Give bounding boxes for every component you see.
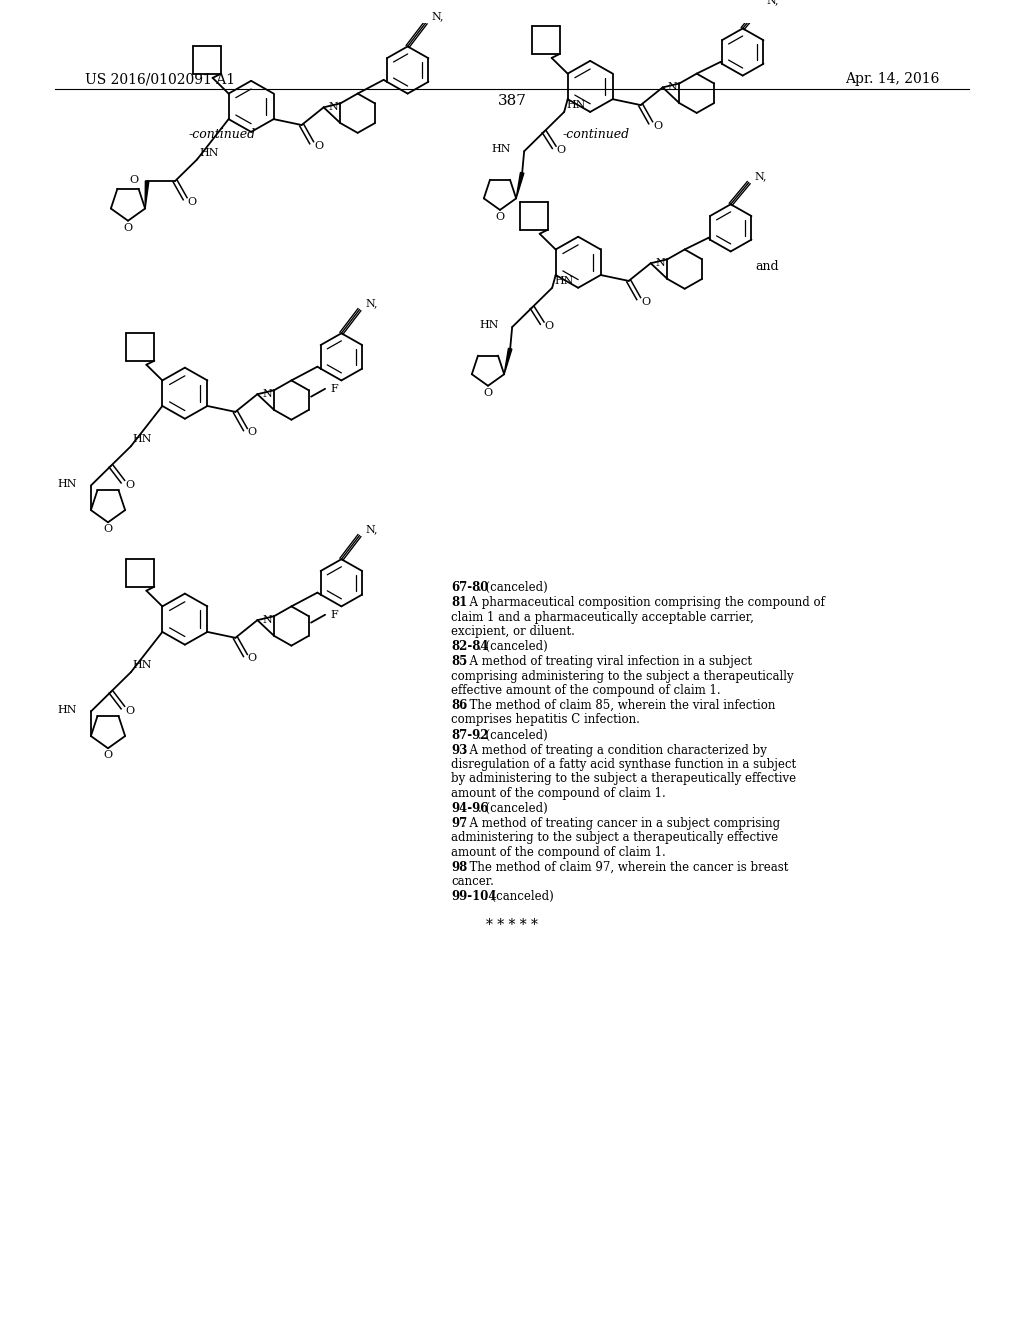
Text: HN: HN xyxy=(566,100,586,110)
Text: HN: HN xyxy=(492,144,511,154)
Text: comprising administering to the subject a therapeutically: comprising administering to the subject … xyxy=(451,669,794,682)
Text: 85: 85 xyxy=(451,656,467,668)
Text: . A method of treating cancer in a subject comprising: . A method of treating cancer in a subje… xyxy=(462,817,780,830)
Text: O: O xyxy=(483,388,493,397)
Text: 94-96: 94-96 xyxy=(451,801,488,814)
Text: O: O xyxy=(125,479,134,490)
Text: O: O xyxy=(641,297,650,306)
Text: N,: N, xyxy=(366,298,378,308)
Text: . The method of claim 85, wherein the viral infection: . The method of claim 85, wherein the vi… xyxy=(462,700,775,713)
Text: O: O xyxy=(314,141,324,150)
Text: . (canceled): . (canceled) xyxy=(478,801,548,814)
Text: . (canceled): . (canceled) xyxy=(478,729,548,742)
Polygon shape xyxy=(145,181,148,209)
Text: N: N xyxy=(655,259,666,268)
Text: N: N xyxy=(262,389,272,399)
Polygon shape xyxy=(516,173,524,198)
Text: 97: 97 xyxy=(451,817,467,830)
Text: . A method of treating a condition characterized by: . A method of treating a condition chara… xyxy=(462,744,767,756)
Text: O: O xyxy=(129,176,138,185)
Text: HN: HN xyxy=(479,321,499,330)
Text: 98: 98 xyxy=(451,861,467,874)
Text: O: O xyxy=(124,223,132,232)
Text: N,: N, xyxy=(755,170,767,181)
Text: 93: 93 xyxy=(451,744,467,756)
Text: comprises hepatitis C infection.: comprises hepatitis C infection. xyxy=(451,713,640,726)
Text: O: O xyxy=(653,120,663,131)
Text: by administering to the subject a therapeutically effective: by administering to the subject a therap… xyxy=(451,772,796,785)
Text: F: F xyxy=(330,610,338,620)
Text: amount of the compound of claim 1.: amount of the compound of claim 1. xyxy=(451,846,666,858)
Text: . A method of treating viral infection in a subject: . A method of treating viral infection i… xyxy=(462,656,752,668)
Text: amount of the compound of claim 1.: amount of the compound of claim 1. xyxy=(451,787,666,800)
Polygon shape xyxy=(504,348,512,375)
Text: N: N xyxy=(262,615,272,626)
Text: . (canceled): . (canceled) xyxy=(478,640,548,653)
Text: disregulation of a fatty acid synthase function in a subject: disregulation of a fatty acid synthase f… xyxy=(451,758,796,771)
Text: HN: HN xyxy=(199,148,218,157)
Text: O: O xyxy=(187,197,197,207)
Text: N,: N, xyxy=(767,0,779,5)
Text: F: F xyxy=(330,384,338,393)
Text: N,: N, xyxy=(432,11,444,21)
Text: 82-84: 82-84 xyxy=(451,640,488,653)
Text: * * * * *: * * * * * xyxy=(486,919,538,932)
Text: N: N xyxy=(329,103,338,112)
Text: Apr. 14, 2016: Apr. 14, 2016 xyxy=(845,73,939,86)
Text: O: O xyxy=(248,653,257,664)
Text: HN: HN xyxy=(57,705,77,714)
Text: claim 1 and a pharmaceutically acceptable carrier,: claim 1 and a pharmaceutically acceptabl… xyxy=(451,611,754,624)
Text: O: O xyxy=(496,211,505,222)
Text: . (canceled): . (canceled) xyxy=(484,890,554,903)
Text: . The method of claim 97, wherein the cancer is breast: . The method of claim 97, wherein the ca… xyxy=(462,861,788,874)
Text: 81: 81 xyxy=(451,597,467,610)
Text: N,: N, xyxy=(366,524,378,533)
Text: HN: HN xyxy=(133,660,153,671)
Text: HN: HN xyxy=(57,479,77,488)
Text: 86: 86 xyxy=(451,700,467,713)
Text: 87-92: 87-92 xyxy=(451,729,488,742)
Text: . (canceled): . (canceled) xyxy=(478,581,548,594)
Text: . A pharmaceutical composition comprising the compound of: . A pharmaceutical composition comprisin… xyxy=(462,597,825,610)
Text: N: N xyxy=(668,82,678,92)
Text: HN: HN xyxy=(554,276,573,286)
Text: O: O xyxy=(103,750,113,760)
Text: O: O xyxy=(557,145,565,156)
Text: -continued: -continued xyxy=(562,128,630,141)
Text: and: and xyxy=(755,260,778,273)
Text: administering to the subject a therapeutically effective: administering to the subject a therapeut… xyxy=(451,832,778,845)
Text: O: O xyxy=(545,321,554,331)
Text: excipient, or diluent.: excipient, or diluent. xyxy=(451,624,574,638)
Text: -continued: -continued xyxy=(188,128,256,141)
Text: HN: HN xyxy=(133,434,153,445)
Text: US 2016/0102091 A1: US 2016/0102091 A1 xyxy=(85,73,236,86)
Text: O: O xyxy=(125,705,134,715)
Text: cancer.: cancer. xyxy=(451,875,494,888)
Text: O: O xyxy=(103,524,113,535)
Text: effective amount of the compound of claim 1.: effective amount of the compound of clai… xyxy=(451,684,721,697)
Text: 67-80: 67-80 xyxy=(451,581,488,594)
Text: 387: 387 xyxy=(498,94,526,108)
Text: 99-104: 99-104 xyxy=(451,890,497,903)
Text: O: O xyxy=(248,428,257,437)
